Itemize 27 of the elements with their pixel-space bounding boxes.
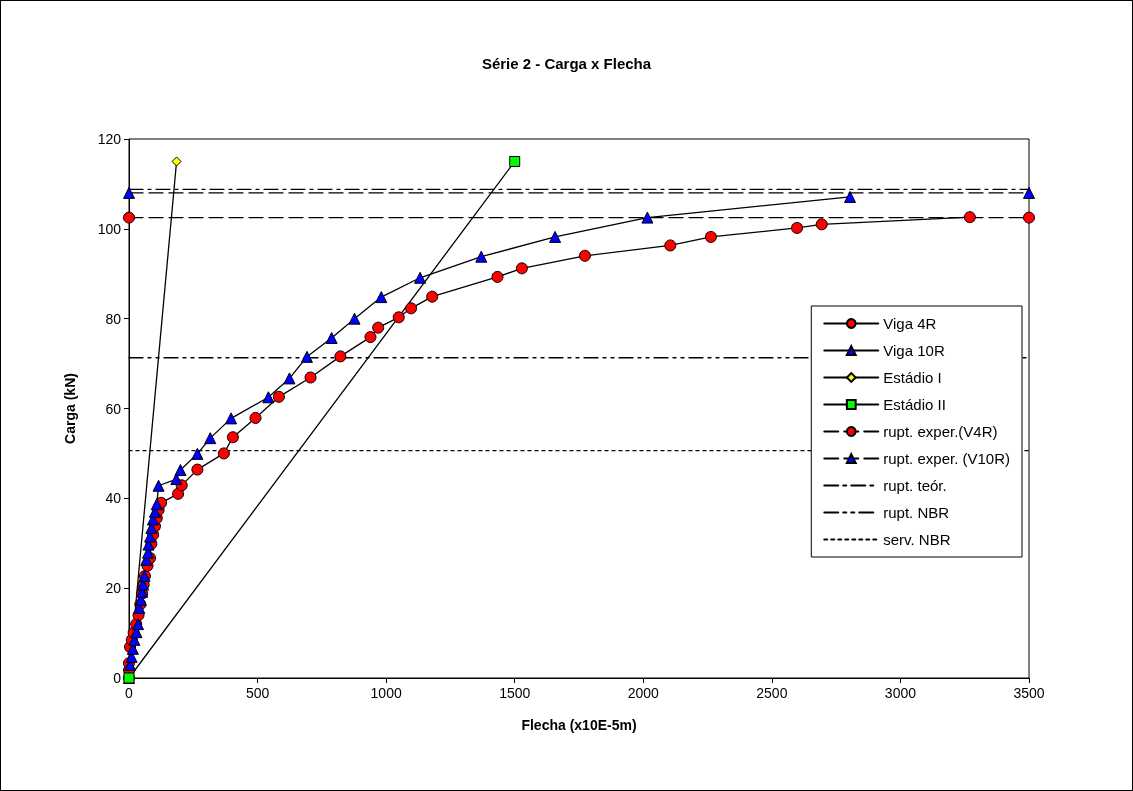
legend-label: rupt. NBR	[883, 504, 950, 521]
legend-label: rupt. exper. (V10R)	[883, 450, 1011, 467]
legend-label: Viga 10R	[883, 342, 945, 359]
y-tick-label: 120	[97, 131, 122, 147]
legend-label: Estádio I	[883, 369, 942, 386]
legend-label: Viga 4R	[883, 315, 937, 332]
y-tick-label: 80	[105, 310, 122, 327]
y-tick-label: 100	[97, 220, 122, 237]
chart-title: Série 2 - Carga x Flecha	[481, 55, 652, 72]
x-tick-label: 2000	[627, 685, 660, 701]
x-tick-label: 3500	[1013, 685, 1045, 701]
x-tick-label: 1000	[370, 685, 402, 701]
y-tick-label: 20	[105, 580, 122, 597]
y-axis-title: Carga (kN)	[62, 373, 78, 444]
x-tick-label: 1500	[499, 685, 531, 701]
legend-label: serv. NBR	[883, 531, 951, 548]
legend-label: Estádio II	[883, 396, 946, 413]
x-tick-label: 3000	[884, 685, 917, 701]
y-tick-label: 40	[105, 490, 122, 507]
y-tick-label: 0	[113, 670, 122, 686]
x-tick-label: 2500	[756, 685, 788, 701]
x-tick-label: 500	[245, 685, 270, 701]
legend-label: rupt. exper.(V4R)	[883, 423, 998, 440]
y-tick-label: 60	[105, 400, 122, 417]
x-tick-label: 0	[125, 685, 134, 701]
x-axis-title: Flecha (x10E-5m)	[521, 717, 637, 733]
legend-label: rupt. teór.	[883, 477, 947, 494]
